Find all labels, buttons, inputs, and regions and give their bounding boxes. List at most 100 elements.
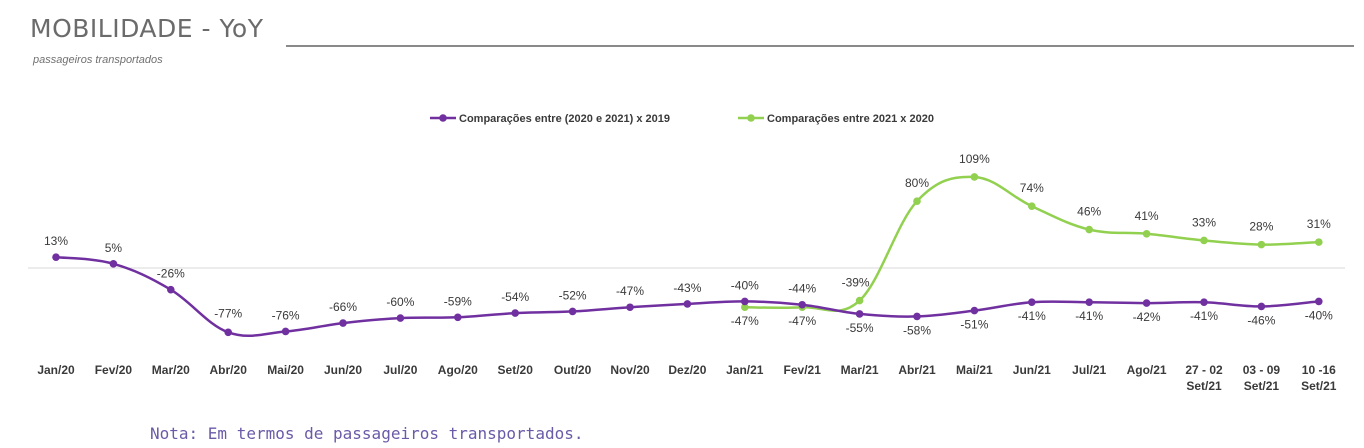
series-1-point (1200, 298, 1208, 307)
x-tick-label: Mai/20 (267, 363, 304, 377)
series-line-2 (744, 175, 1319, 313)
series-1-data-label: -76% (272, 308, 300, 322)
series-1-point (1142, 299, 1151, 307)
x-tick-label: 27 - 02 (1185, 363, 1223, 377)
series-1-data-label: -52% (559, 288, 587, 302)
series-2-data-label: 74% (1020, 181, 1044, 195)
series-1-data-label: -58% (903, 323, 931, 337)
legend-label-series-2: Comparações entre 2021 x 2020 (767, 113, 934, 125)
series-1-point (1257, 302, 1266, 311)
series-1-data-label: -43% (673, 281, 701, 295)
series-1-point (109, 260, 118, 268)
series-1-point (454, 313, 462, 322)
series-1-data-label: -51% (960, 318, 988, 332)
series-1-data-label: -66% (329, 300, 357, 314)
series-2-point (913, 197, 921, 205)
x-tick-label: Mar/21 (841, 363, 879, 377)
series-1-data-label: 5% (105, 241, 123, 255)
series-1-point (281, 327, 290, 336)
series-1-data-label: -54% (501, 290, 529, 304)
series-1-data-label: 13% (44, 234, 68, 248)
x-tick-label: Nov/20 (610, 363, 650, 377)
series-1-data-label: -60% (386, 295, 414, 309)
series-1-data-label: -41% (1075, 309, 1103, 323)
series-1-point (855, 310, 864, 318)
series-1-data-label: -59% (444, 294, 472, 308)
yoy-line-chart: 13% 5% -26% -77% -76% -66% -60% -59% -54% -52% -47… (28, 113, 1345, 393)
series-1-point (339, 319, 347, 327)
series-1-point (1315, 297, 1323, 306)
series-1-data-label: -44% (788, 282, 816, 296)
series-2-point (1142, 229, 1151, 238)
series-1-data-label: -40% (1305, 308, 1333, 322)
x-tick-label: Set/21 (1244, 379, 1280, 393)
x-tick-label: Set/21 (1186, 379, 1222, 393)
series-1-point (167, 285, 175, 294)
series-line-1 (55, 255, 1319, 338)
series-1-point (1028, 298, 1036, 307)
x-tick-label: Fev/21 (784, 363, 822, 377)
series-2-data-label: -39% (842, 276, 870, 290)
x-tick-label: Jan/21 (726, 363, 764, 377)
x-tick-label: Abr/20 (210, 363, 248, 377)
series-1-point (741, 297, 749, 306)
series-2-data-label: 80% (905, 176, 929, 190)
x-tick-label: Out/20 (554, 363, 592, 377)
series-2-point (1085, 225, 1093, 234)
x-tick-label: 03 - 09 (1243, 363, 1281, 377)
x-tick-label: Ago/21 (1127, 363, 1167, 377)
series-1-data-label: -42% (1133, 310, 1161, 324)
legend-label-series-1: Comparações entre (2020 e 2021) x 2019 (459, 113, 670, 125)
legend-marker-series-1 (439, 114, 447, 122)
series-2-point (741, 303, 749, 312)
series-2-point (855, 296, 864, 305)
series-2-data-label: 28% (1249, 220, 1273, 234)
series-1-point (52, 253, 60, 261)
series-1-point (511, 309, 519, 317)
legend-marker-series-2 (747, 114, 755, 122)
series-1-data-label: -26% (157, 267, 185, 281)
series-2-point (1315, 238, 1323, 246)
series-2-data-label: 46% (1077, 205, 1101, 219)
series-1-data-label: -40% (731, 278, 759, 292)
x-tick-label: Fev/20 (95, 363, 133, 377)
x-tick-label: Mar/20 (152, 363, 190, 377)
x-tick-label: Ago/20 (438, 363, 478, 377)
series-1-data-label: -41% (1018, 309, 1046, 323)
series-1-point (970, 306, 979, 315)
series-1-point (683, 300, 692, 308)
x-tick-label: Mai/21 (956, 363, 993, 377)
x-tick-label: Abr/21 (898, 363, 936, 377)
series-2-point (1257, 240, 1266, 249)
series-1-data-label: -77% (214, 306, 242, 320)
x-tick-label: Set/20 (498, 363, 534, 377)
series-2-data-label: 109% (959, 152, 990, 166)
series-2-point (970, 173, 979, 181)
x-tick-label: Set/21 (1301, 379, 1337, 393)
series-1-point (798, 300, 806, 309)
x-tick-label: Jun/20 (324, 363, 362, 377)
series-1-data-label: -47% (616, 284, 644, 298)
title-divider (286, 45, 1354, 47)
series-1-data-label: -41% (1190, 309, 1218, 323)
series-1-data-label: -55% (846, 321, 874, 335)
footnote: Nota: Em termos de passageiros transport… (150, 424, 584, 443)
series-1-point (626, 303, 634, 312)
x-tick-label: Jan/20 (37, 363, 75, 377)
series-1-point (913, 312, 921, 321)
x-tick-label: 10 -16 (1302, 363, 1336, 377)
page-title: MOBILIDADE - YoY (30, 14, 264, 43)
page-subtitle: passageiros transportados (33, 54, 163, 66)
series-2-data-label: 31% (1307, 217, 1331, 231)
series-1-data-label: -46% (1247, 313, 1275, 327)
x-tick-label: Dez/20 (668, 363, 706, 377)
x-tick-label: Jul/21 (1072, 363, 1106, 377)
series-2-point (1200, 236, 1208, 245)
series-1-point (568, 307, 577, 316)
series-2-data-label: -47% (788, 314, 816, 328)
series-1-point (1085, 298, 1093, 307)
series-2-data-label: 33% (1192, 215, 1216, 229)
x-tick-label: Jul/20 (383, 363, 417, 377)
series-2-point (1028, 202, 1036, 211)
series-2-data-label: 41% (1135, 209, 1159, 223)
